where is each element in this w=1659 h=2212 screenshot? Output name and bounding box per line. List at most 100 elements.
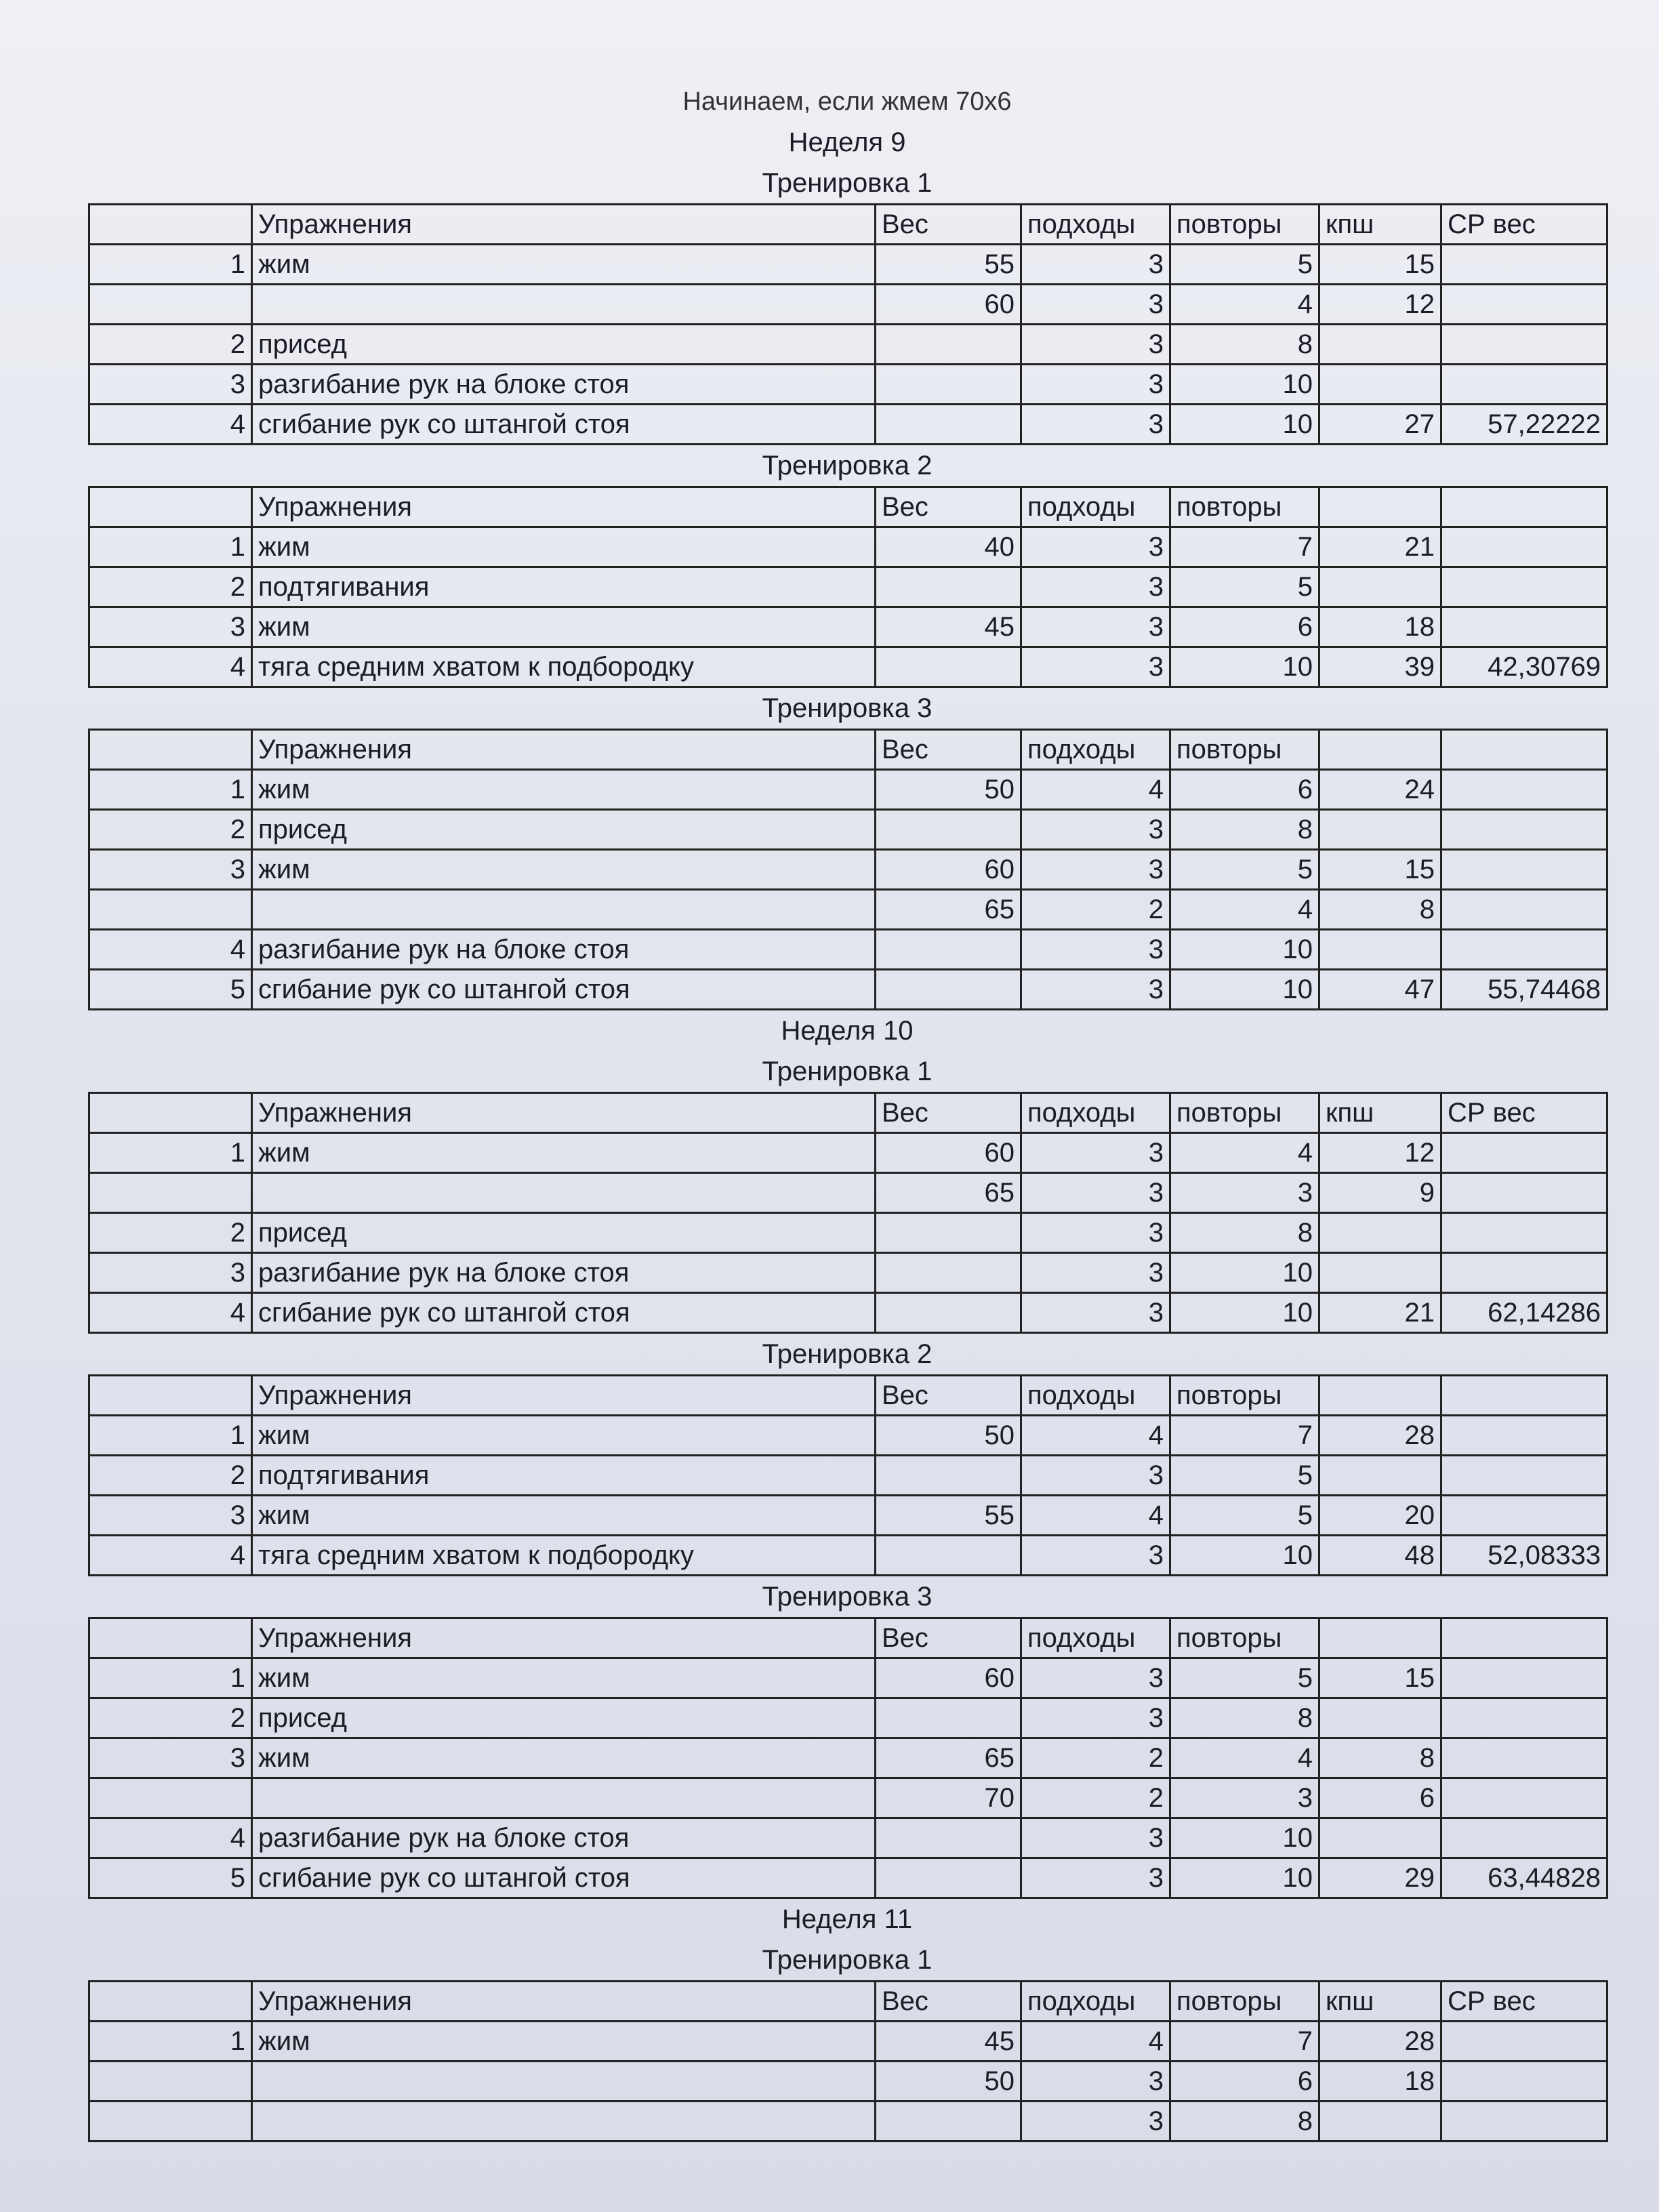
cell-avg-weight xyxy=(1440,1697,1608,1739)
cell-kpsh: 15 xyxy=(1318,848,1442,890)
table-row: 4 разгибание рук на блоке стоя 3 10 xyxy=(88,1817,1608,1859)
cell-row-number: 4 xyxy=(88,646,253,688)
cell-kpsh: 28 xyxy=(1318,1414,1442,1456)
cell-sets: 3 xyxy=(1020,363,1171,405)
cell-weight: 45 xyxy=(874,606,1022,648)
cell-row-number: 1 xyxy=(88,769,253,811)
header-avg-weight xyxy=(1440,729,1608,771)
cell-exercise: присед xyxy=(251,1212,876,1254)
cell-reps: 10 xyxy=(1169,1534,1320,1576)
cell-row-number xyxy=(88,1172,253,1214)
header-kpsh: кпш xyxy=(1318,1980,1442,2022)
cell-row-number xyxy=(88,283,253,325)
table-row: 3 жим 45 3 6 18 xyxy=(88,606,1608,648)
cell-reps: 10 xyxy=(1169,928,1320,970)
cell-sets: 3 xyxy=(1020,808,1171,851)
cell-exercise: жим xyxy=(251,526,876,568)
cell-reps: 3 xyxy=(1169,1777,1320,1819)
table-header-row: Упражнения Вес подходы повторы xyxy=(88,729,1608,771)
cell-avg-weight xyxy=(1440,566,1608,608)
table-row: 1 жим 55 3 5 15 xyxy=(88,243,1608,285)
header-avg-weight: СР вес xyxy=(1440,203,1608,245)
cell-sets: 3 xyxy=(1020,1212,1171,1254)
header-exercise: Упражнения xyxy=(251,1617,876,1659)
cell-row-number: 2 xyxy=(88,808,253,851)
cell-kpsh xyxy=(1318,808,1442,851)
workout-table: Упражнения Вес подходы повторы 1 жим 50 4 7 28 2 по… xyxy=(88,1374,1608,1576)
cell-weight xyxy=(874,566,1022,608)
workout-heading: Тренировка 1 xyxy=(762,168,933,198)
cell-reps: 7 xyxy=(1169,526,1320,568)
header-kpsh: кпш xyxy=(1318,203,1442,245)
cell-avg-weight xyxy=(1440,526,1608,568)
cell-weight xyxy=(874,323,1022,365)
header-row-number xyxy=(88,486,253,528)
cell-row-number xyxy=(88,888,253,930)
cell-row-number xyxy=(88,1777,253,1819)
header-avg-weight: СР вес xyxy=(1440,1980,1608,2022)
cell-reps: 8 xyxy=(1169,1697,1320,1739)
cell-weight xyxy=(874,1857,1022,1899)
cell-row-number: 2 xyxy=(88,1697,253,1739)
cell-row-number: 2 xyxy=(88,1212,253,1254)
cell-weight xyxy=(874,1697,1022,1739)
table-row: 3 жим 65 2 4 8 xyxy=(88,1737,1608,1779)
workout-heading: Тренировка 3 xyxy=(762,693,933,723)
table-row: 2 присед 3 8 xyxy=(88,808,1608,851)
cell-exercise: жим xyxy=(251,1657,876,1699)
header-sets: подходы xyxy=(1020,729,1171,771)
header-row-number xyxy=(88,729,253,771)
cell-sets: 3 xyxy=(1020,928,1171,970)
cell-sets: 4 xyxy=(1020,2020,1171,2062)
cell-row-number: 1 xyxy=(88,1132,253,1174)
cell-exercise xyxy=(251,2100,876,2142)
cell-avg-weight xyxy=(1440,1777,1608,1819)
cell-exercise: жим xyxy=(251,1132,876,1174)
cell-exercise: жим xyxy=(251,1737,876,1779)
cell-weight: 60 xyxy=(874,1657,1022,1699)
cell-row-number: 5 xyxy=(88,968,253,1010)
cell-row-number: 1 xyxy=(88,2020,253,2062)
cell-exercise xyxy=(251,1777,876,1819)
table-row: 70 2 3 6 xyxy=(88,1777,1608,1819)
header-exercise: Упражнения xyxy=(251,1374,876,1416)
table-row: 1 жим 50 4 7 28 xyxy=(88,1414,1608,1456)
cell-exercise: разгибание рук на блоке стоя xyxy=(251,363,876,405)
workout-heading: Тренировка 1 xyxy=(762,1945,933,1975)
header-avg-weight xyxy=(1440,1374,1608,1416)
cell-reps: 7 xyxy=(1169,2020,1320,2062)
week-heading: Неделя 9 xyxy=(788,127,906,157)
table-header-row: Упражнения Вес подходы повторы xyxy=(88,1374,1608,1416)
header-exercise: Упражнения xyxy=(251,1980,876,2022)
cell-kpsh xyxy=(1318,323,1442,365)
header-reps: повторы xyxy=(1169,203,1320,245)
cell-reps: 3 xyxy=(1169,1172,1320,1214)
cell-weight: 60 xyxy=(874,1132,1022,1174)
cell-avg-weight xyxy=(1440,1494,1608,1536)
cell-weight xyxy=(874,646,1022,688)
cell-kpsh: 27 xyxy=(1318,403,1442,445)
cell-kpsh xyxy=(1318,1454,1442,1496)
table-row: 3 разгибание рук на блоке стоя 3 10 xyxy=(88,363,1608,405)
table-row: 1 жим 40 3 7 21 xyxy=(88,526,1608,568)
cell-row-number: 1 xyxy=(88,243,253,285)
header-reps: повторы xyxy=(1169,1374,1320,1416)
table-row: 3 разгибание рук на блоке стоя 3 10 xyxy=(88,1252,1608,1294)
cell-kpsh xyxy=(1318,2100,1442,2142)
table-row: 2 присед 3 8 xyxy=(88,1212,1608,1254)
cell-avg-weight: 62,14286 xyxy=(1440,1292,1608,1334)
cell-sets: 4 xyxy=(1020,1414,1171,1456)
cell-reps: 6 xyxy=(1169,769,1320,811)
cell-row-number: 5 xyxy=(88,1857,253,1899)
cell-reps: 10 xyxy=(1169,403,1320,445)
cell-sets: 3 xyxy=(1020,606,1171,648)
document-title: Начинаем, если жмем 70х6 xyxy=(682,87,1012,116)
cell-weight: 50 xyxy=(874,769,1022,811)
header-row-number xyxy=(88,1980,253,2022)
workout-heading: Тренировка 2 xyxy=(762,1339,933,1369)
cell-avg-weight xyxy=(1440,1172,1608,1214)
cell-sets: 3 xyxy=(1020,243,1171,285)
header-kpsh xyxy=(1318,486,1442,528)
cell-row-number: 1 xyxy=(88,1414,253,1456)
cell-avg-weight xyxy=(1440,606,1608,648)
